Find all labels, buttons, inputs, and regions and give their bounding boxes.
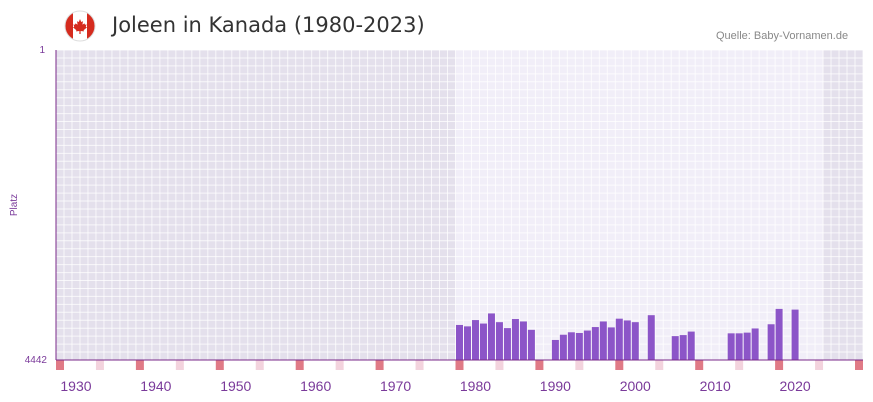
bar-1995 <box>591 327 599 360</box>
year-marker-1973 <box>415 360 424 370</box>
year-marker-2028 <box>855 360 863 370</box>
bar-1982 <box>487 313 495 360</box>
year-marker-1933 <box>95 360 104 370</box>
bar-2000 <box>631 322 639 360</box>
bar-1991 <box>559 334 567 360</box>
canada-flag-icon <box>64 10 96 42</box>
year-marker-1968 <box>375 360 384 370</box>
x-tick-label-1940: 1940 <box>140 378 171 394</box>
x-tick-label-1990: 1990 <box>540 378 571 394</box>
year-marker-2008 <box>695 360 704 370</box>
bar-2002 <box>647 315 655 360</box>
bar-1979 <box>463 326 471 360</box>
year-marker-1963 <box>335 360 344 370</box>
year-marker-1938 <box>135 360 144 370</box>
bar-2020 <box>791 309 799 360</box>
bar-1980 <box>471 320 479 360</box>
x-tick-label-1960: 1960 <box>300 378 331 394</box>
bar-1996 <box>599 321 607 360</box>
bar-1978 <box>456 324 463 360</box>
x-tick-label-2000: 2000 <box>620 378 651 394</box>
bar-1981 <box>479 323 487 360</box>
bar-1993 <box>575 332 583 360</box>
x-tick-label-2010: 2010 <box>700 378 731 394</box>
x-tick-label-1930: 1930 <box>60 378 91 394</box>
bar-2012 <box>727 333 735 360</box>
bar-1998 <box>615 318 623 360</box>
bar-1983 <box>495 322 503 360</box>
year-marker-1953 <box>255 360 264 370</box>
y-tick-label-top: 1 <box>39 45 45 56</box>
bars <box>456 308 799 360</box>
year-marker-1948 <box>215 360 224 370</box>
x-tick-label-2020: 2020 <box>780 378 811 394</box>
y-tick-label-bottom: 4442 <box>25 355 48 366</box>
year-marker-2023 <box>815 360 824 370</box>
bar-1987 <box>527 329 535 360</box>
year-marker-1943 <box>175 360 184 370</box>
bar-2018 <box>775 308 783 360</box>
bar-2005 <box>671 336 679 360</box>
bar-1985 <box>511 319 519 360</box>
bar-1999 <box>623 320 631 360</box>
year-markers <box>56 360 863 370</box>
bar-2013 <box>735 333 743 360</box>
plot-background <box>56 50 863 360</box>
x-tick-label-1980: 1980 <box>460 378 491 394</box>
year-marker-2013 <box>735 360 744 370</box>
bar-1984 <box>503 328 511 360</box>
year-marker-1983 <box>495 360 504 370</box>
bar-1992 <box>567 332 575 360</box>
year-marker-1988 <box>535 360 544 370</box>
bar-1997 <box>607 327 615 360</box>
year-marker-1928 <box>56 360 64 370</box>
x-tick-label-1950: 1950 <box>220 378 251 394</box>
x-tick-labels: 1930 1940 1950 1960 1970 1980 1990 2000 2010 2020 <box>60 378 810 394</box>
bar-1994 <box>583 330 591 360</box>
bar-1986 <box>519 321 527 360</box>
chart-title: Joleen in Kanada (1980-2023) <box>112 13 425 37</box>
bar-2015 <box>751 328 759 360</box>
year-marker-1978 <box>455 360 464 370</box>
y-axis-label: Platz <box>9 194 20 216</box>
x-tick-label-1970: 1970 <box>380 378 411 394</box>
year-marker-2003 <box>655 360 664 370</box>
year-marker-1998 <box>615 360 624 370</box>
year-marker-1993 <box>575 360 584 370</box>
bar-2007 <box>687 331 695 360</box>
bar-2006 <box>679 335 687 360</box>
year-marker-1958 <box>295 360 304 370</box>
bar-1990 <box>551 339 559 360</box>
year-marker-2018 <box>775 360 784 370</box>
bar-2017 <box>767 324 775 360</box>
source-credit: Quelle: Baby-Vornamen.de <box>716 30 849 42</box>
bar-2014 <box>743 332 751 360</box>
